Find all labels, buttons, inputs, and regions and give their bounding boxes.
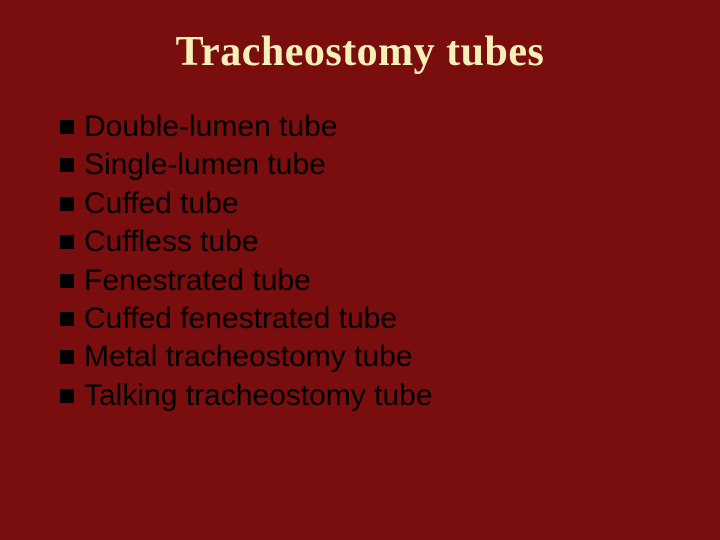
list-item: Talking tracheostomy tube bbox=[60, 377, 670, 415]
list-item-text: Fenestrated tube bbox=[84, 262, 670, 300]
list-item: Double-lumen tube bbox=[60, 108, 670, 146]
square-bullet-icon bbox=[60, 274, 74, 288]
list-item: Metal tracheostomy tube bbox=[60, 338, 670, 376]
square-bullet-icon bbox=[60, 389, 74, 403]
list-item: Cuffed tube bbox=[60, 185, 670, 223]
square-bullet-icon bbox=[60, 350, 74, 364]
list-item: Fenestrated tube bbox=[60, 262, 670, 300]
list-item: Cuffless tube bbox=[60, 223, 670, 261]
list-item-text: Talking tracheostomy tube bbox=[84, 377, 670, 415]
list-item-text: Single-lumen tube bbox=[84, 146, 670, 184]
slide-title: Tracheostomy tubes bbox=[50, 28, 670, 76]
square-bullet-icon bbox=[60, 235, 74, 249]
bullet-list: Double-lumen tube Single-lumen tube Cuff… bbox=[50, 108, 670, 415]
square-bullet-icon bbox=[60, 312, 74, 326]
list-item: Single-lumen tube bbox=[60, 146, 670, 184]
list-item: Cuffed fenestrated tube bbox=[60, 300, 670, 338]
slide: Tracheostomy tubes Double-lumen tube Sin… bbox=[0, 0, 720, 540]
list-item-text: Metal tracheostomy tube bbox=[84, 338, 670, 376]
square-bullet-icon bbox=[60, 120, 74, 134]
list-item-text: Double-lumen tube bbox=[84, 108, 670, 146]
square-bullet-icon bbox=[60, 158, 74, 172]
list-item-text: Cuffed tube bbox=[84, 185, 670, 223]
list-item-text: Cuffed fenestrated tube bbox=[84, 300, 670, 338]
square-bullet-icon bbox=[60, 197, 74, 211]
list-item-text: Cuffless tube bbox=[84, 223, 670, 261]
